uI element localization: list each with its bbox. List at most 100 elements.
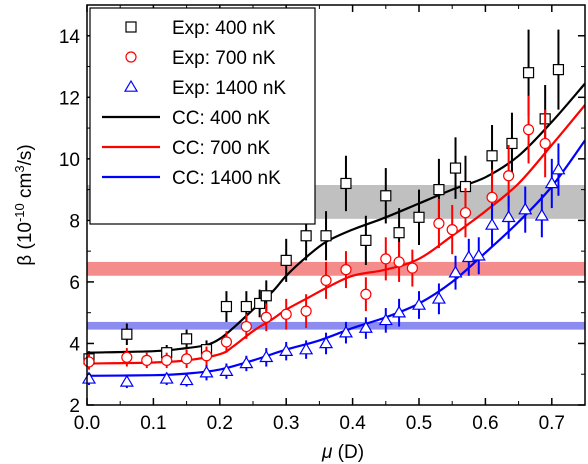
data-point: [338, 325, 354, 338]
data-point: [340, 264, 352, 276]
data-point: [484, 217, 500, 230]
data-point: [486, 191, 498, 203]
curve-4: [87, 104, 585, 365]
data-point: [431, 291, 446, 304]
data-point: [280, 308, 292, 320]
x-axis-label: μ (D): [321, 442, 364, 463]
y-tick-label: 8: [69, 211, 80, 232]
data-point: [378, 313, 393, 326]
data-point: [393, 227, 405, 239]
y-axis-label: β (10-10 cm3/s): [12, 144, 36, 265]
data-point: [413, 211, 425, 223]
data-point: [220, 300, 233, 313]
y-tick-label: 6: [69, 273, 80, 294]
legend-marker-0: [125, 21, 137, 33]
data-point: [446, 224, 458, 236]
data-point: [119, 374, 134, 387]
data-point: [552, 64, 565, 76]
data-point: [320, 274, 332, 286]
x-tick-label: 0.2: [207, 413, 233, 434]
data-point: [279, 343, 294, 356]
legend-marker-1: [125, 51, 137, 63]
data-point: [318, 336, 334, 349]
data-point: [448, 265, 463, 278]
data-point: [141, 354, 153, 366]
data-point: [380, 190, 392, 202]
x-tick-label: 0.6: [472, 413, 498, 434]
data-point: [179, 373, 194, 386]
data-point: [393, 256, 405, 268]
x-tick-label: 0.3: [273, 413, 299, 434]
y-tick-label: 12: [59, 88, 80, 109]
data-point: [121, 328, 133, 340]
data-point: [522, 124, 535, 136]
data-point: [220, 336, 233, 348]
data-point: [83, 356, 95, 368]
data-point: [260, 290, 272, 302]
data-point: [411, 297, 427, 310]
data-point: [380, 253, 392, 265]
data-point: [320, 230, 332, 242]
x-tick-label: 0.1: [140, 413, 166, 434]
data-point: [551, 162, 566, 175]
data-point: [461, 250, 476, 263]
x-tick-label: 0.7: [539, 413, 565, 434]
data-point: [360, 288, 372, 300]
data-point: [392, 305, 407, 318]
band-2: [87, 321, 585, 330]
data-point: [299, 342, 314, 355]
data-point: [199, 365, 214, 378]
data-point: [280, 254, 292, 266]
data-point: [240, 320, 252, 333]
data-point: [181, 333, 193, 345]
data-point: [239, 356, 254, 369]
x-tick-label: 0.0: [74, 413, 100, 434]
y-tick-label: 2: [69, 396, 80, 417]
series-1: [83, 95, 551, 370]
series-2: [81, 143, 566, 389]
data-point: [300, 230, 312, 242]
data-point: [181, 353, 193, 365]
data-point: [259, 350, 274, 363]
data-point: [121, 351, 133, 363]
legend-label-3: CC: 400 nK: [172, 108, 271, 129]
data-point: [522, 67, 535, 79]
data-point: [539, 137, 551, 150]
legend-label-0: Exp: 400 nK: [172, 18, 276, 39]
experimental-points: [81, 29, 566, 389]
data-point: [433, 217, 445, 230]
data-point: [300, 305, 312, 317]
data-point: [358, 320, 373, 333]
data-point: [433, 184, 445, 196]
legend-label-4: CC: 700 nK: [172, 138, 271, 159]
data-point: [534, 208, 549, 221]
x-tick-label: 0.5: [406, 413, 432, 434]
data-point: [486, 150, 498, 162]
y-tick-label: 4: [69, 334, 80, 355]
data-point: [406, 262, 418, 274]
data-point: [254, 297, 266, 310]
data-point: [260, 311, 272, 323]
data-point: [200, 350, 213, 362]
y-tick-label: 10: [59, 150, 80, 171]
x-tick-label: 0.4: [339, 413, 366, 434]
data-point: [159, 371, 174, 384]
axis-ticks: 0.0 0.1 0.2 0.3 0.4 0.5 0.6 0.7 2 4 6 8 10 12 14: [59, 5, 585, 434]
data-point: [360, 234, 372, 246]
legend: Exp: 400 nK Exp: 700 nK Exp: 1400 nK CC: 40…: [89, 7, 316, 225]
band-1: [87, 261, 585, 276]
data-point: [340, 177, 352, 190]
data-point: [81, 371, 97, 384]
data-point: [459, 207, 472, 219]
data-point: [544, 176, 559, 189]
data-point: [503, 170, 515, 182]
plot-frame: [86, 4, 586, 406]
data-point: [219, 363, 234, 376]
y-tick-label: 14: [59, 27, 81, 48]
data-point: [518, 202, 533, 215]
data-point: [161, 354, 173, 366]
data-point: [501, 210, 516, 223]
legend-label-2: Exp: 1400 nK: [172, 78, 286, 99]
legend-label-5: CC: 1400 nK: [172, 168, 281, 189]
